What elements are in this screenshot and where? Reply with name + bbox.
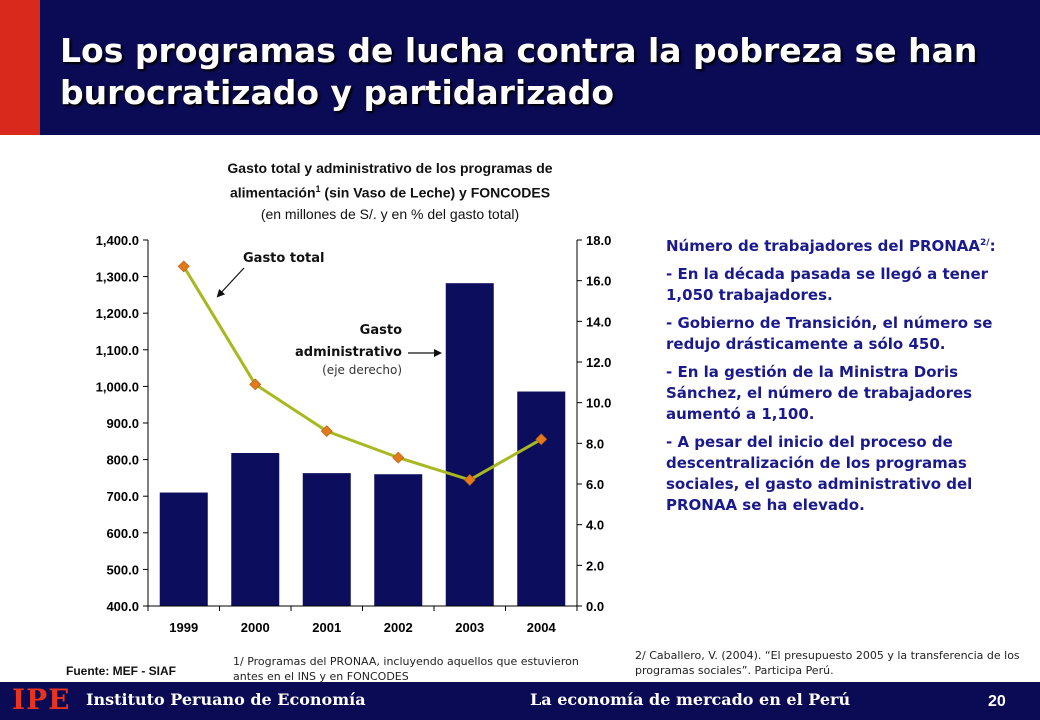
footer-band xyxy=(0,682,1040,720)
y-right-tick-label: 16.0 xyxy=(586,274,611,289)
chart-title-line3: (en millones de S/. y en % del gasto tot… xyxy=(260,205,520,222)
y-left-tick-label: 1,000.0 xyxy=(96,379,139,394)
point-gasto-administrativo xyxy=(177,260,190,273)
y-right-tick-label: 2.0 xyxy=(586,558,604,573)
annotation-gasto-total: Gasto total xyxy=(243,251,324,266)
side-heading-colon: : xyxy=(989,237,996,255)
point-gasto-administrativo xyxy=(463,474,476,486)
y-left-tick-label: 1,100.0 xyxy=(96,343,139,358)
y-left-tick-label: 1,200.0 xyxy=(96,306,139,321)
annotation-admin-line2: administrativo xyxy=(295,345,402,360)
y-right-tick-label: 0.0 xyxy=(586,599,604,614)
slide-title-line2: burocratizado y partidarizado xyxy=(60,73,615,112)
line-gasto-administrativo xyxy=(182,265,542,482)
y-left-tick-label: 900.0 xyxy=(106,416,139,431)
annotation-gasto-total-arrow xyxy=(216,267,245,298)
y-left-tick-label: 1,300.0 xyxy=(96,270,139,285)
side-bullet: - En la década pasada se llegó a tener 1… xyxy=(666,265,989,304)
bar-gasto-total xyxy=(302,473,351,606)
point-gasto-administrativo xyxy=(392,451,405,464)
y-right-tick-label: 14.0 xyxy=(586,314,611,329)
y-left-tick-label: 1,400.0 xyxy=(96,233,139,248)
y-right-tick-label: 18.0 xyxy=(586,233,611,248)
y-left-tick-label: 500.0 xyxy=(106,562,139,577)
x-tick-label: 2003 xyxy=(455,620,484,635)
chart-title: Gasto total y administrativo de los prog… xyxy=(140,158,640,225)
institute-name: Instituto Peruano de Economía xyxy=(86,690,366,709)
y-right-tick-label: 8.0 xyxy=(586,436,604,451)
bar-gasto-total xyxy=(159,492,208,606)
y-right-tick-label: 10.0 xyxy=(586,396,611,411)
footnote-1: 1/ Programas del PRONAA, incluyendo aque… xyxy=(233,655,579,683)
chart-title-line2-b: (sin Vaso de Leche) y FONCODES xyxy=(320,184,551,201)
x-tick-label: 2001 xyxy=(312,620,341,635)
y-right-tick-label: 12.0 xyxy=(586,355,611,370)
y-right-tick-label: 4.0 xyxy=(586,518,604,533)
slide-title-line1: Los programas de lucha contra la pobreza… xyxy=(60,31,978,70)
y-right-tick-label: 6.0 xyxy=(586,477,604,492)
side-panel: Número de trabajadores del PRONAA2/: - E… xyxy=(666,233,1026,523)
bar-gasto-total xyxy=(374,474,423,606)
side-bullet: - Gobierno de Transición, el número se r… xyxy=(666,314,993,353)
point-gasto-administrativo xyxy=(249,378,262,391)
side-bullet: - A pesar del inicio del proceso de desc… xyxy=(666,433,973,514)
header-accent-red xyxy=(0,0,40,135)
bar-gasto-total xyxy=(445,283,494,606)
side-heading: Número de trabajadores del PRONAA2/: xyxy=(666,233,1026,257)
chart-title-line2-a: alimentación xyxy=(229,184,316,201)
annotation-admin-line1: Gasto xyxy=(360,323,402,338)
x-tick-label: 2002 xyxy=(384,620,413,635)
x-tick-label: 1999 xyxy=(169,620,198,635)
y-left-tick-label: 800.0 xyxy=(106,453,139,468)
y-left-tick-label: 400.0 xyxy=(106,599,139,614)
slide-title: Los programas de lucha contra la pobreza… xyxy=(60,30,1020,114)
header-band xyxy=(40,0,1040,135)
x-tick-label: 2004 xyxy=(527,620,557,635)
y-left-tick-label: 600.0 xyxy=(106,526,139,541)
point-gasto-administrativo xyxy=(535,433,548,446)
bar-gasto-total xyxy=(231,453,280,606)
page-number: 20 xyxy=(988,693,1006,710)
chart-title-footnote-ref: 1 xyxy=(315,184,321,194)
side-heading-text: Número de trabajadores del PRONAA xyxy=(666,237,981,255)
footer-slogan: La economía de mercado en el Perú xyxy=(530,690,851,709)
point-gasto-administrativo xyxy=(320,425,333,438)
source-note: Fuente: MEF - SIAF xyxy=(66,664,176,678)
bar-gasto-total xyxy=(517,391,566,606)
side-heading-footnote-ref: 2/ xyxy=(980,238,990,248)
x-tick-label: 2000 xyxy=(241,620,270,635)
y-left-tick-label: 700.0 xyxy=(106,489,139,504)
annotation-admin-line3: (eje derecho) xyxy=(322,363,402,377)
footnote-2: 2/ Caballero, V. (2004). “El presupuesto… xyxy=(635,649,1020,677)
side-bullet: - En la gestión de la Ministra Doris Sán… xyxy=(666,363,973,423)
chart-title-line2: alimentación1 (sin Vaso de Leche) y FONC… xyxy=(140,179,640,204)
ipe-logo: IPE xyxy=(12,683,71,716)
chart-title-line1: Gasto total y administrativo de los prog… xyxy=(227,160,553,176)
